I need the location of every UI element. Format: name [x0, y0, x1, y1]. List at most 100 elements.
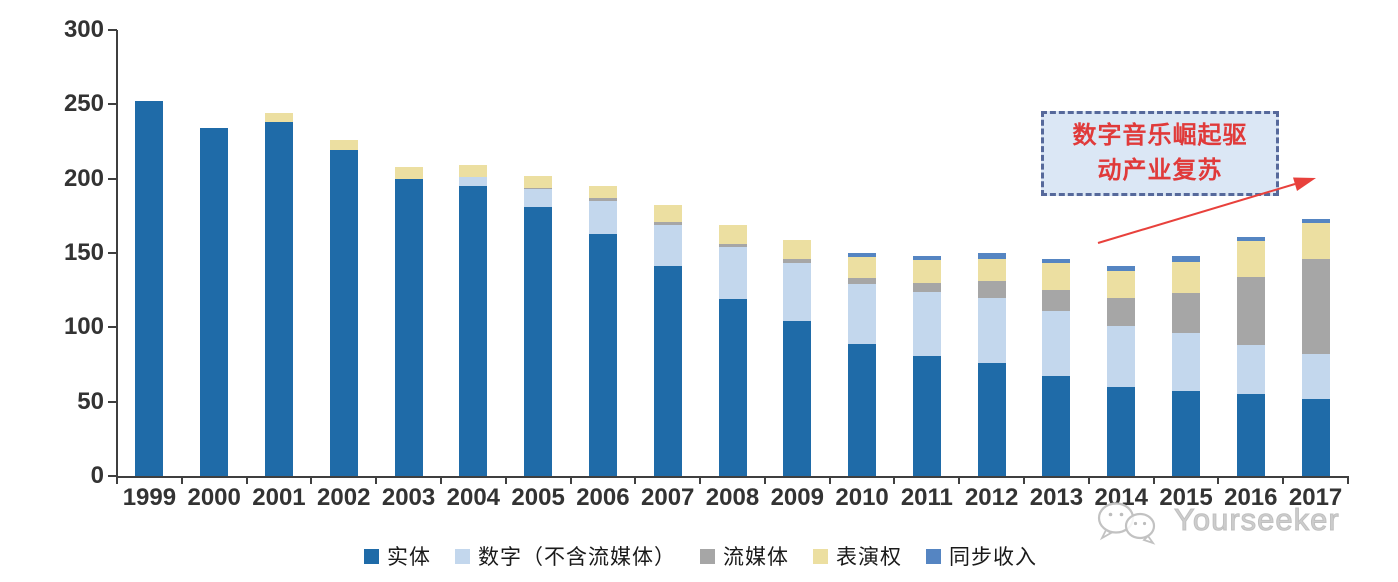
- bar-segment: [1301, 398, 1330, 476]
- wechat-icon: [1097, 502, 1156, 545]
- bar-segment: [653, 266, 682, 476]
- y-axis-line: [116, 30, 118, 478]
- bar-segment: [977, 281, 1006, 298]
- x-axis-tick: [1087, 476, 1090, 484]
- x-tick-label: 2012: [964, 484, 1019, 511]
- arrow-head-icon: [1293, 177, 1316, 191]
- bar-segment: [718, 247, 747, 300]
- y-axis-tick: [108, 400, 117, 403]
- bar-segment: [653, 221, 682, 225]
- x-tick-label: 2000: [187, 484, 241, 511]
- x-axis-tick: [245, 476, 248, 484]
- x-axis-tick: [1217, 476, 1220, 484]
- x-tick-label: 2005: [511, 484, 565, 511]
- bar-segment: [1236, 394, 1265, 476]
- x-tick-label: 2010: [835, 484, 889, 511]
- x-axis-tick: [1152, 476, 1155, 484]
- x-tick-label: 2006: [576, 484, 630, 511]
- bar-segment: [783, 239, 812, 259]
- bar-segment: [718, 244, 747, 248]
- bar-segment: [1172, 293, 1201, 334]
- legend-label: 表演权: [836, 546, 902, 569]
- bar-segment: [1301, 258, 1330, 355]
- bar-segment: [848, 257, 877, 279]
- bar-segment: [1301, 218, 1330, 224]
- y-axis-tick: [108, 326, 117, 329]
- bar-segment: [1042, 290, 1071, 311]
- legend-swatch: [364, 548, 379, 564]
- x-axis-tick: [828, 476, 831, 484]
- bar-segment: [977, 363, 1006, 476]
- legend-item: 同步收入: [926, 541, 1037, 571]
- legend-swatch: [926, 548, 941, 564]
- bar-segment: [200, 128, 229, 476]
- bar-segment: [264, 113, 293, 123]
- bar-segment: [977, 253, 1006, 259]
- bar-segment: [1107, 297, 1136, 326]
- legend-label: 数字（不含流媒体）: [478, 546, 676, 569]
- bar-segment: [1042, 258, 1071, 264]
- bar-segment: [1301, 354, 1330, 399]
- bar-segment: [783, 321, 812, 476]
- legend-label: 实体: [387, 546, 431, 569]
- x-tick-label: 1999: [122, 484, 177, 511]
- y-axis-tick: [108, 29, 117, 31]
- x-axis-tick: [893, 476, 896, 484]
- x-axis-tick: [504, 476, 507, 484]
- bar-segment: [653, 205, 682, 222]
- legend: 实体 数字（不含流媒体） 流媒体 表演权 同步收入: [364, 541, 1037, 571]
- bar-segment: [459, 165, 488, 178]
- bar-segment: [329, 140, 358, 151]
- legend-item: 实体: [364, 541, 431, 571]
- bar-segment: [588, 197, 617, 201]
- legend-swatch: [700, 548, 715, 564]
- bar-segment: [912, 260, 941, 283]
- watermark: Yourseeker: [1082, 496, 1340, 548]
- y-axis-tick: [108, 475, 117, 477]
- x-axis-tick: [634, 476, 637, 484]
- x-tick-label: 2008: [705, 484, 760, 511]
- bar-segment: [1172, 391, 1201, 476]
- bar-segment: [394, 166, 423, 179]
- watermark-text: Yourseeker: [1174, 502, 1340, 538]
- bar-segment: [977, 297, 1006, 363]
- x-axis-tick: [375, 476, 378, 484]
- bar-segment: [977, 258, 1006, 282]
- legend-swatch: [813, 548, 828, 564]
- bar-segment: [1236, 276, 1265, 346]
- bar-segment: [329, 150, 358, 476]
- bar-segment: [1236, 345, 1265, 395]
- bar-segment: [912, 282, 941, 292]
- legend-swatch: [455, 548, 470, 564]
- y-axis-tick: [108, 252, 117, 254]
- bar-segment: [394, 178, 423, 476]
- bar-segment: [912, 355, 941, 476]
- annotation-text-line1: 数字音乐崛起驱: [1072, 121, 1248, 149]
- bar-segment: [848, 343, 877, 476]
- bar-segment: [718, 299, 747, 476]
- y-tick-label: 200: [63, 164, 104, 192]
- y-tick-label: 100: [63, 313, 104, 341]
- bar-segment: [588, 186, 617, 198]
- y-tick-label: 250: [63, 90, 104, 118]
- bar-segment: [459, 177, 488, 187]
- bar-segment: [718, 224, 747, 245]
- bar-segment: [524, 175, 553, 188]
- x-tick-label: 2003: [381, 484, 436, 511]
- bar-segment: [1172, 261, 1201, 294]
- y-tick-label: 150: [63, 239, 104, 266]
- legend-item: 表演权: [813, 541, 902, 571]
- x-tick-label: 2011: [900, 484, 953, 511]
- x-axis-tick: [1023, 476, 1026, 484]
- bar-segment: [1172, 255, 1201, 262]
- bar-segment: [783, 263, 812, 322]
- x-axis-tick: [763, 476, 766, 484]
- x-tick-label: 2013: [1029, 484, 1084, 511]
- x-axis-tick: [180, 476, 183, 484]
- y-tick-label: 50: [77, 387, 104, 415]
- legend-label: 同步收入: [949, 546, 1037, 569]
- bar-segment: [1107, 325, 1136, 387]
- legend-label: 流媒体: [723, 546, 789, 569]
- annotation-text-line2: 动产业复苏: [1097, 156, 1223, 184]
